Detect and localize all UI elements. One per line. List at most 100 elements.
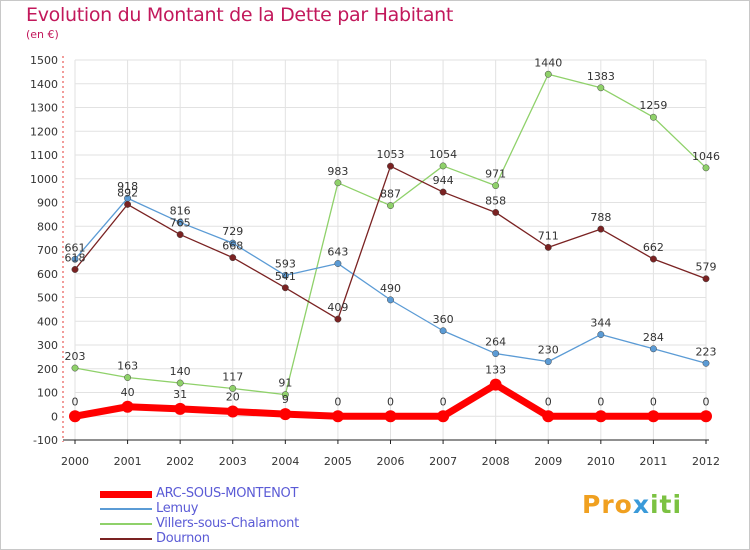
logo-part: iti (649, 490, 683, 519)
data-label: 618 (65, 251, 86, 264)
data-point (647, 410, 660, 423)
data-point (387, 162, 394, 170)
data-point (387, 296, 394, 304)
data-label: 729 (222, 225, 243, 238)
x-tick-label: 2004 (271, 455, 299, 468)
data-point (492, 182, 500, 190)
data-label: 20 (226, 391, 240, 404)
data-label: 643 (327, 246, 348, 259)
y-tick-label: 1400 (30, 78, 58, 91)
data-label: 163 (117, 360, 138, 373)
data-label: 892 (117, 186, 138, 199)
data-point (176, 379, 184, 387)
data-point (649, 113, 657, 121)
data-label: 788 (590, 211, 611, 224)
data-point (331, 410, 344, 423)
y-tick-label: 300 (37, 339, 58, 352)
data-point (597, 225, 605, 233)
data-label: 1440 (534, 56, 562, 69)
x-tick-label: 2002 (166, 455, 194, 468)
y-tick-label: 200 (37, 363, 58, 376)
x-tick-label: 2000 (61, 455, 89, 468)
data-label: 284 (643, 331, 664, 344)
data-point (71, 266, 79, 273)
legend-label: Villers-sous-Chalamont (156, 516, 299, 531)
x-tick-label: 2011 (639, 455, 667, 468)
y-tick-label: 0 (51, 410, 58, 423)
logo-part: x (632, 490, 650, 519)
data-label: 223 (696, 345, 717, 358)
data-point (649, 345, 657, 353)
data-point (281, 391, 289, 399)
data-label: 360 (433, 313, 454, 326)
data-label: 133 (485, 364, 506, 377)
data-point (334, 179, 342, 187)
data-label: 9 (282, 393, 289, 406)
data-label: 490 (380, 282, 401, 295)
data-label: 0 (703, 395, 710, 408)
y-tick-label: 1500 (30, 54, 58, 67)
data-label: 91 (278, 377, 292, 390)
y-tick-label: 1300 (30, 102, 58, 115)
data-point (384, 410, 397, 423)
legend-label: ARC-SOUS-MONTENOT (156, 486, 299, 501)
data-point (69, 410, 81, 423)
data-point (439, 162, 447, 170)
data-label: 31 (173, 388, 187, 401)
data-point (700, 410, 712, 423)
legend-label: Dournon (156, 531, 210, 546)
data-point (71, 364, 79, 372)
data-label: 711 (538, 229, 559, 242)
data-point (281, 271, 289, 279)
data-point (544, 358, 552, 366)
data-point (437, 410, 450, 423)
data-label: 662 (643, 241, 664, 254)
data-point (649, 255, 657, 263)
data-point (124, 374, 132, 381)
data-label: 579 (696, 261, 717, 274)
y-tick-label: 1200 (30, 125, 58, 138)
data-labels: 203 163 140 117 91 983 887 1054 971 1440 1383 1259 1… (65, 56, 721, 408)
data-point (229, 254, 237, 262)
y-tick-label: 900 (37, 197, 58, 210)
data-label: 887 (380, 188, 401, 201)
data-label: 816 (170, 204, 191, 217)
data-point (489, 378, 502, 391)
data-label: 1046 (692, 150, 720, 163)
legend-swatch (100, 490, 152, 498)
data-label: 1259 (639, 99, 667, 112)
x-tick-label: 2005 (324, 455, 352, 468)
data-point (544, 243, 552, 251)
data-point (226, 405, 239, 418)
data-point (387, 202, 394, 210)
data-point (544, 70, 552, 78)
data-point (176, 231, 184, 239)
data-label: 40 (121, 386, 135, 399)
y-tick-label: 1000 (30, 173, 58, 186)
data-point (702, 164, 710, 172)
data-point (281, 284, 289, 292)
logo-part: Pro (582, 490, 633, 519)
y-tick-label: 600 (37, 268, 58, 281)
data-point (121, 400, 134, 413)
data-point (174, 402, 187, 415)
legend-label: Lemuy (156, 501, 199, 516)
data-point (71, 255, 79, 263)
data-label: 203 (65, 350, 86, 363)
x-tick-label: 2012 (692, 455, 720, 468)
y-tick-label: 100 (37, 387, 58, 400)
data-label: 983 (327, 165, 348, 178)
data-label: 668 (222, 240, 243, 253)
data-point (439, 327, 447, 335)
x-tick-label: 2009 (534, 455, 562, 468)
data-label: 1054 (429, 148, 457, 161)
data-label: 593 (275, 257, 296, 270)
data-point (334, 260, 342, 267)
data-label: 264 (485, 336, 506, 349)
data-point (594, 410, 607, 423)
x-tick-label: 2010 (587, 455, 615, 468)
data-point (439, 188, 447, 196)
data-point (334, 315, 342, 323)
data-point (597, 331, 605, 338)
